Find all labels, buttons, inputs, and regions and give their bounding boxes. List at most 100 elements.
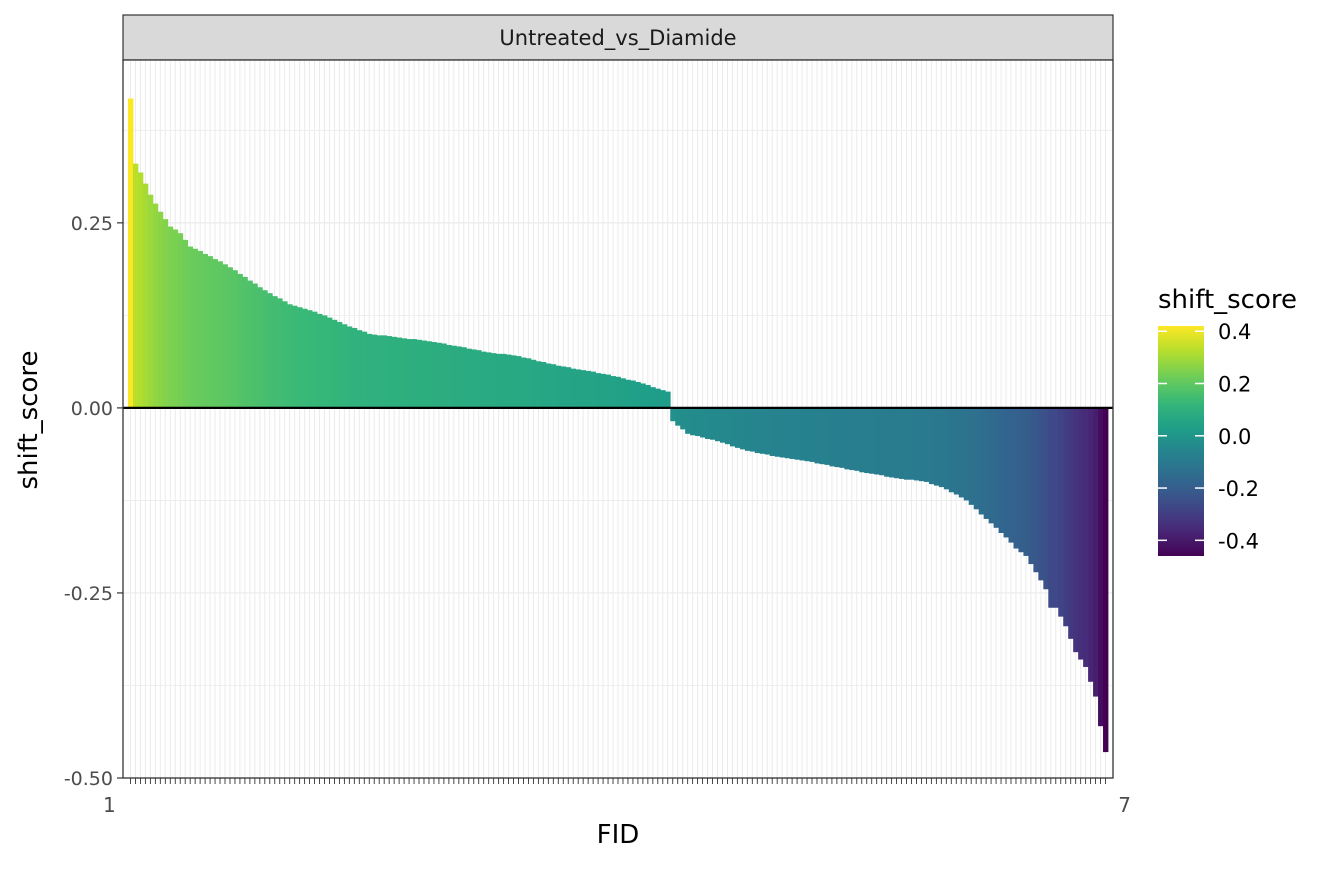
bar [963,407,970,501]
bar [749,407,756,452]
bar [242,276,248,408]
bar [550,364,557,408]
bar [1088,407,1094,682]
bar [391,336,398,408]
bar [754,407,761,454]
bar [909,407,915,480]
bar [789,407,795,459]
bar [1043,407,1049,590]
bar [520,357,527,408]
bar [162,219,169,408]
y-axis: 0.25 0.00 -0.25 -0.50 [64,213,123,790]
bar [690,407,696,436]
bar [993,407,999,528]
bar [630,380,636,408]
x-tick-label-last: 7 [1118,793,1131,817]
bar [346,326,353,408]
bar [620,378,626,408]
bar [764,407,771,455]
y-tick-label: 0.25 [71,213,113,235]
bar [317,313,323,408]
bar [1078,407,1084,660]
bar [933,407,940,486]
bar [297,307,303,408]
bar [918,407,925,482]
bar [401,338,407,408]
bar [635,381,641,408]
bar [724,407,731,445]
bar [913,407,920,481]
bar [142,183,149,408]
bar [411,339,417,408]
bar [1058,407,1064,617]
bar [545,363,552,408]
bar [396,337,403,408]
bar [560,366,567,408]
bar [744,407,751,451]
bar [1073,407,1079,653]
bar [341,324,348,408]
bar [272,296,278,408]
bar [824,407,830,465]
bar [451,345,457,408]
bar [615,376,621,408]
bar [1093,407,1099,697]
bar [650,387,656,408]
bar [899,407,905,479]
bar [476,350,482,408]
bar [1068,407,1074,639]
bar [431,342,437,408]
bar [157,211,164,408]
bar [640,383,646,408]
bar [948,407,955,493]
bar [312,311,318,408]
bar [187,246,194,408]
bar [869,407,875,474]
bar [511,355,517,408]
bar [481,351,487,408]
y-tick-label: -0.50 [64,768,113,790]
bar [287,304,293,408]
bar [128,98,134,408]
bar [247,280,253,408]
bar [257,287,263,408]
bar [923,407,930,482]
bar [555,365,562,408]
bar [1083,407,1089,667]
bar [207,256,213,408]
bar [197,250,204,408]
bar [436,342,442,408]
bar [829,407,835,467]
bar [938,407,945,488]
bar [137,172,144,408]
bar [889,407,895,478]
bar [366,333,373,408]
y-tick-label: 0.00 [71,398,113,420]
bar [779,407,786,458]
bar [416,339,422,408]
bar [446,344,452,408]
bar [565,367,572,408]
bar [421,340,427,408]
bar [729,407,736,447]
bar [610,376,616,408]
bar [371,334,378,408]
bar [177,233,184,408]
bar [655,388,661,408]
bar [496,353,502,408]
bar [282,301,288,408]
bar [1028,407,1034,565]
bar [232,270,238,408]
bar [695,407,701,437]
bar [570,368,577,408]
bar [1098,407,1104,727]
bar [968,407,975,505]
bar [665,391,671,408]
legend-break-label: -0.4 [1218,529,1259,553]
bar [834,407,840,468]
bar [784,407,791,459]
x-axis-title: FID [597,820,640,850]
bar [600,373,606,408]
bar [466,348,472,408]
